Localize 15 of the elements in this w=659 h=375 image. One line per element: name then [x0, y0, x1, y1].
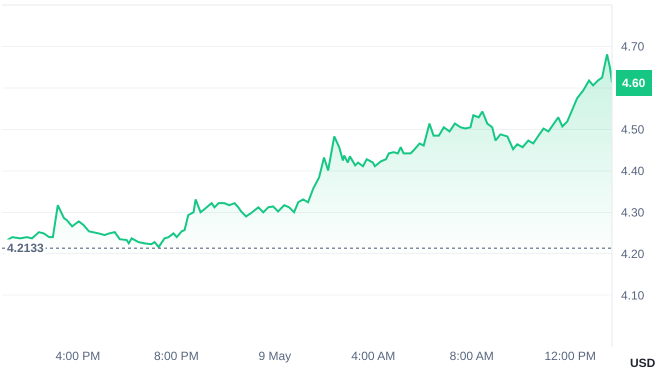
x-tick-label: 9 May [258, 349, 292, 363]
x-tick-label: 8:00 PM [154, 349, 199, 363]
y-tick-label: 4.70 [621, 40, 645, 54]
x-tick-label: 4:00 AM [351, 349, 396, 363]
ref-line-label: 4.2133 [7, 241, 44, 255]
annotation: 4.60 [622, 76, 646, 90]
y-tick-label: 4.10 [621, 288, 645, 302]
y-tick-label: 4.30 [621, 205, 645, 220]
y-tick-label: 4.40 [621, 164, 645, 178]
x-tick-label: 12:00 PM [544, 349, 596, 363]
y-tick-label: 4.50 [621, 122, 645, 137]
x-tick-label: 4:00 PM [56, 349, 100, 363]
y-tick-label: 4.20 [621, 246, 645, 261]
x-tick-label: 8:00 AM [450, 349, 494, 363]
text: USD [630, 356, 656, 370]
